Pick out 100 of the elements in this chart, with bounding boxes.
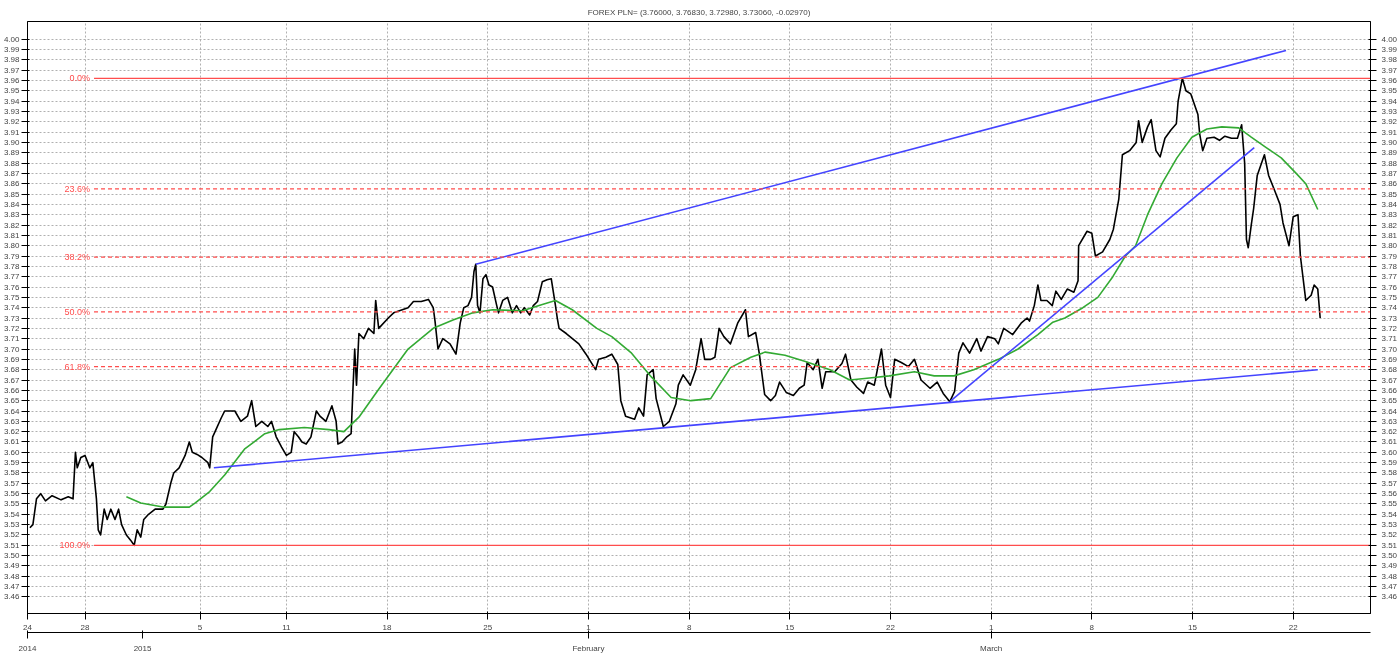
y-tick-label: 3.82: [3, 220, 21, 230]
y-tick-label: 3.69: [3, 354, 21, 364]
y-tick-label: 3.79: [3, 251, 21, 261]
y-tick-label: 4.00: [3, 34, 21, 44]
series-label: 50.0%: [64, 306, 90, 317]
chart-title: FOREX PLN= (3.76000, 3.76830, 3.72980, 3.73060, -0.02970): [587, 7, 811, 17]
x-tick-label: 1: [586, 622, 592, 632]
y2-tick-label: 3.76: [1381, 282, 1398, 292]
y2-tick-label: 3.77: [1381, 272, 1398, 282]
y2-tick-label: 3.99: [1381, 44, 1398, 54]
y-tick-label: 3.65: [3, 396, 21, 406]
y-tick-label: 3.71: [3, 334, 21, 344]
y-tick-label: 3.52: [3, 530, 21, 540]
y2-tick-label: 3.92: [1381, 117, 1398, 127]
y2-tick-label: 3.50: [1381, 551, 1398, 561]
x-tick-label: 22: [1288, 622, 1299, 632]
series-label: 0.0%: [69, 73, 90, 84]
y2-tick-label: 3.93: [1381, 106, 1398, 116]
y2-tick-label: 3.94: [1381, 96, 1398, 106]
y-tick-label: 3.83: [3, 210, 21, 220]
y-tick-label: 3.76: [3, 282, 21, 292]
y2-tick-label: 3.54: [1381, 509, 1398, 519]
y2-tick-label: 3.98: [1381, 55, 1398, 65]
y-tick-label: 3.92: [3, 117, 21, 127]
x-tick-label: 8: [686, 622, 692, 632]
y-tick-label: 3.46: [3, 592, 21, 602]
y2-tick-label: 3.70: [1381, 344, 1398, 354]
y-tick-label: 3.47: [3, 582, 21, 592]
y-tick-label: 3.59: [3, 458, 21, 468]
series-label: 100.0%: [59, 540, 90, 551]
y-tick-label: 3.74: [3, 303, 21, 313]
y2-tick-label: 3.74: [1381, 303, 1398, 313]
y2-tick-label: 3.71: [1381, 334, 1398, 344]
y2-tick-label: 3.57: [1381, 478, 1398, 488]
y2-tick-label: 3.90: [1381, 137, 1398, 147]
y2-tick-label: 3.81: [1381, 230, 1398, 240]
y-tick-label: 3.80: [3, 241, 21, 251]
y-tick-label: 3.86: [3, 179, 21, 189]
y2-tick-label: 3.86: [1381, 179, 1398, 189]
x2-tick-label: 2015: [133, 643, 153, 653]
x-tick-label: 1: [988, 622, 994, 632]
x-tick-label: 24: [23, 622, 33, 632]
y2-tick-label: 3.47: [1381, 582, 1398, 592]
y-tick-label: 3.72: [3, 323, 21, 333]
y2-tick-label: 3.75: [1381, 292, 1398, 302]
y-tick-label: 3.91: [3, 127, 21, 137]
y2-tick-label: 3.67: [1381, 375, 1398, 385]
y2-tick-label: 3.97: [1381, 65, 1398, 75]
y2-tick-label: 3.78: [1381, 261, 1398, 271]
y-tick-label: 3.77: [3, 272, 21, 282]
series-label: 38.2%: [64, 252, 90, 263]
y2-tick-label: 3.88: [1381, 158, 1398, 168]
y-tick-label: 3.57: [3, 478, 21, 488]
y-tick-label: 3.81: [3, 230, 21, 240]
y-tick-label: 3.88: [3, 158, 21, 168]
x-tick-label: 25: [483, 622, 493, 632]
y2-tick-label: 3.73: [1381, 313, 1398, 323]
y2-tick-label: 3.80: [1381, 241, 1398, 251]
y-tick-label: 3.95: [3, 86, 21, 96]
x-tick-label: 22: [886, 622, 896, 632]
y-tick-label: 3.99: [3, 44, 21, 54]
y-tick-label: 3.48: [3, 571, 21, 581]
y-tick-label: 3.78: [3, 261, 21, 271]
y2-tick-label: 3.84: [1381, 199, 1398, 209]
y-tick-label: 3.85: [3, 189, 21, 199]
x-tick-label: 28: [80, 622, 91, 632]
y2-tick-label: 3.68: [1381, 365, 1398, 375]
y2-tick-label: 3.96: [1381, 75, 1398, 85]
y2-tick-label: 3.95: [1381, 86, 1398, 96]
y2-tick-label: 3.83: [1381, 210, 1398, 220]
x-tick-label: 11: [282, 622, 292, 632]
y2-tick-label: 3.51: [1381, 540, 1398, 550]
y2-tick-label: 4.00: [1381, 34, 1398, 44]
y-tick-label: 3.61: [3, 437, 21, 447]
y-tick-label: 3.97: [3, 65, 21, 75]
y2-tick-label: 3.52: [1381, 530, 1398, 540]
y-tick-label: 3.54: [3, 509, 21, 519]
y2-tick-label: 3.46: [1381, 592, 1398, 602]
y-tick-label: 3.96: [3, 75, 21, 85]
y2-tick-label: 3.56: [1381, 489, 1398, 499]
x-tick-label: 15: [785, 622, 795, 632]
y-tick-label: 3.62: [3, 427, 21, 437]
x2-tick-label: 2014: [18, 643, 37, 653]
y-tick-label: 3.68: [3, 365, 21, 375]
y2-tick-label: 3.60: [1381, 447, 1398, 457]
y-tick-label: 3.93: [3, 106, 21, 116]
x-tick-label: 8: [1089, 622, 1095, 632]
y2-tick-label: 3.66: [1381, 385, 1398, 395]
y-tick-label: 3.51: [3, 540, 21, 550]
y2-tick-label: 3.48: [1381, 571, 1398, 581]
y-tick-label: 3.49: [3, 561, 21, 571]
y-tick-label: 3.90: [3, 137, 21, 147]
series-label: 23.6%: [64, 183, 90, 194]
y-tick-label: 3.60: [3, 447, 21, 457]
y2-tick-label: 3.65: [1381, 396, 1398, 406]
y-tick-label: 3.64: [3, 406, 21, 416]
y2-tick-label: 3.49: [1381, 561, 1398, 571]
y-tick-label: 3.53: [3, 520, 21, 530]
y2-tick-label: 3.69: [1381, 354, 1398, 364]
y2-tick-label: 3.55: [1381, 499, 1398, 509]
